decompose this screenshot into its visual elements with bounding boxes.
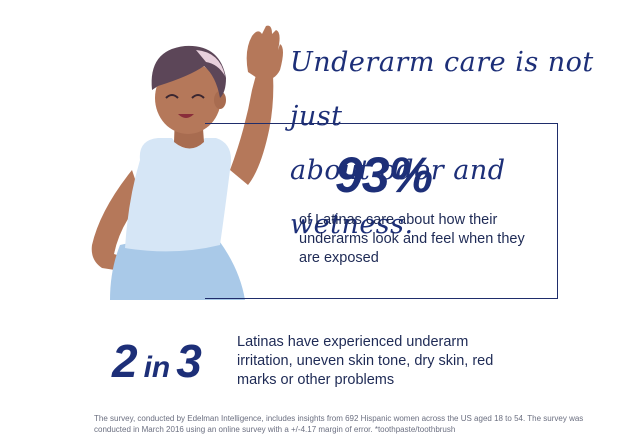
raised-hand [246,25,283,81]
hip-arm [91,170,142,272]
right-eye [191,94,205,99]
tank-top [125,138,232,252]
smile [178,114,194,118]
headline: Underarm care is not just about odor and… [290,36,635,252]
ratio-joiner: in [143,351,171,384]
woman-waving-illustration [91,25,283,300]
stat-description: of Latinas care about how their underarm… [299,212,525,266]
survey-footnote: The survey, conducted by Edelman Intelli… [94,414,584,434]
stat-ratio: 2 in 3 [112,338,202,384]
headline-line-2: about odor and wetness. [290,155,506,240]
ratio-numerator: 2 [112,335,138,387]
hair-highlight [196,50,225,76]
left-eye [165,94,179,99]
stat-percent: 93% [335,147,433,203]
headline-line-1: Underarm care is not just [290,47,594,132]
stat-box-border [205,123,558,299]
ear [214,91,226,109]
ratio-description: Latinas have experienced underarm irrita… [237,334,494,388]
ratio-denominator: 3 [176,335,202,387]
raised-arm [230,60,274,185]
skirt [110,239,245,300]
